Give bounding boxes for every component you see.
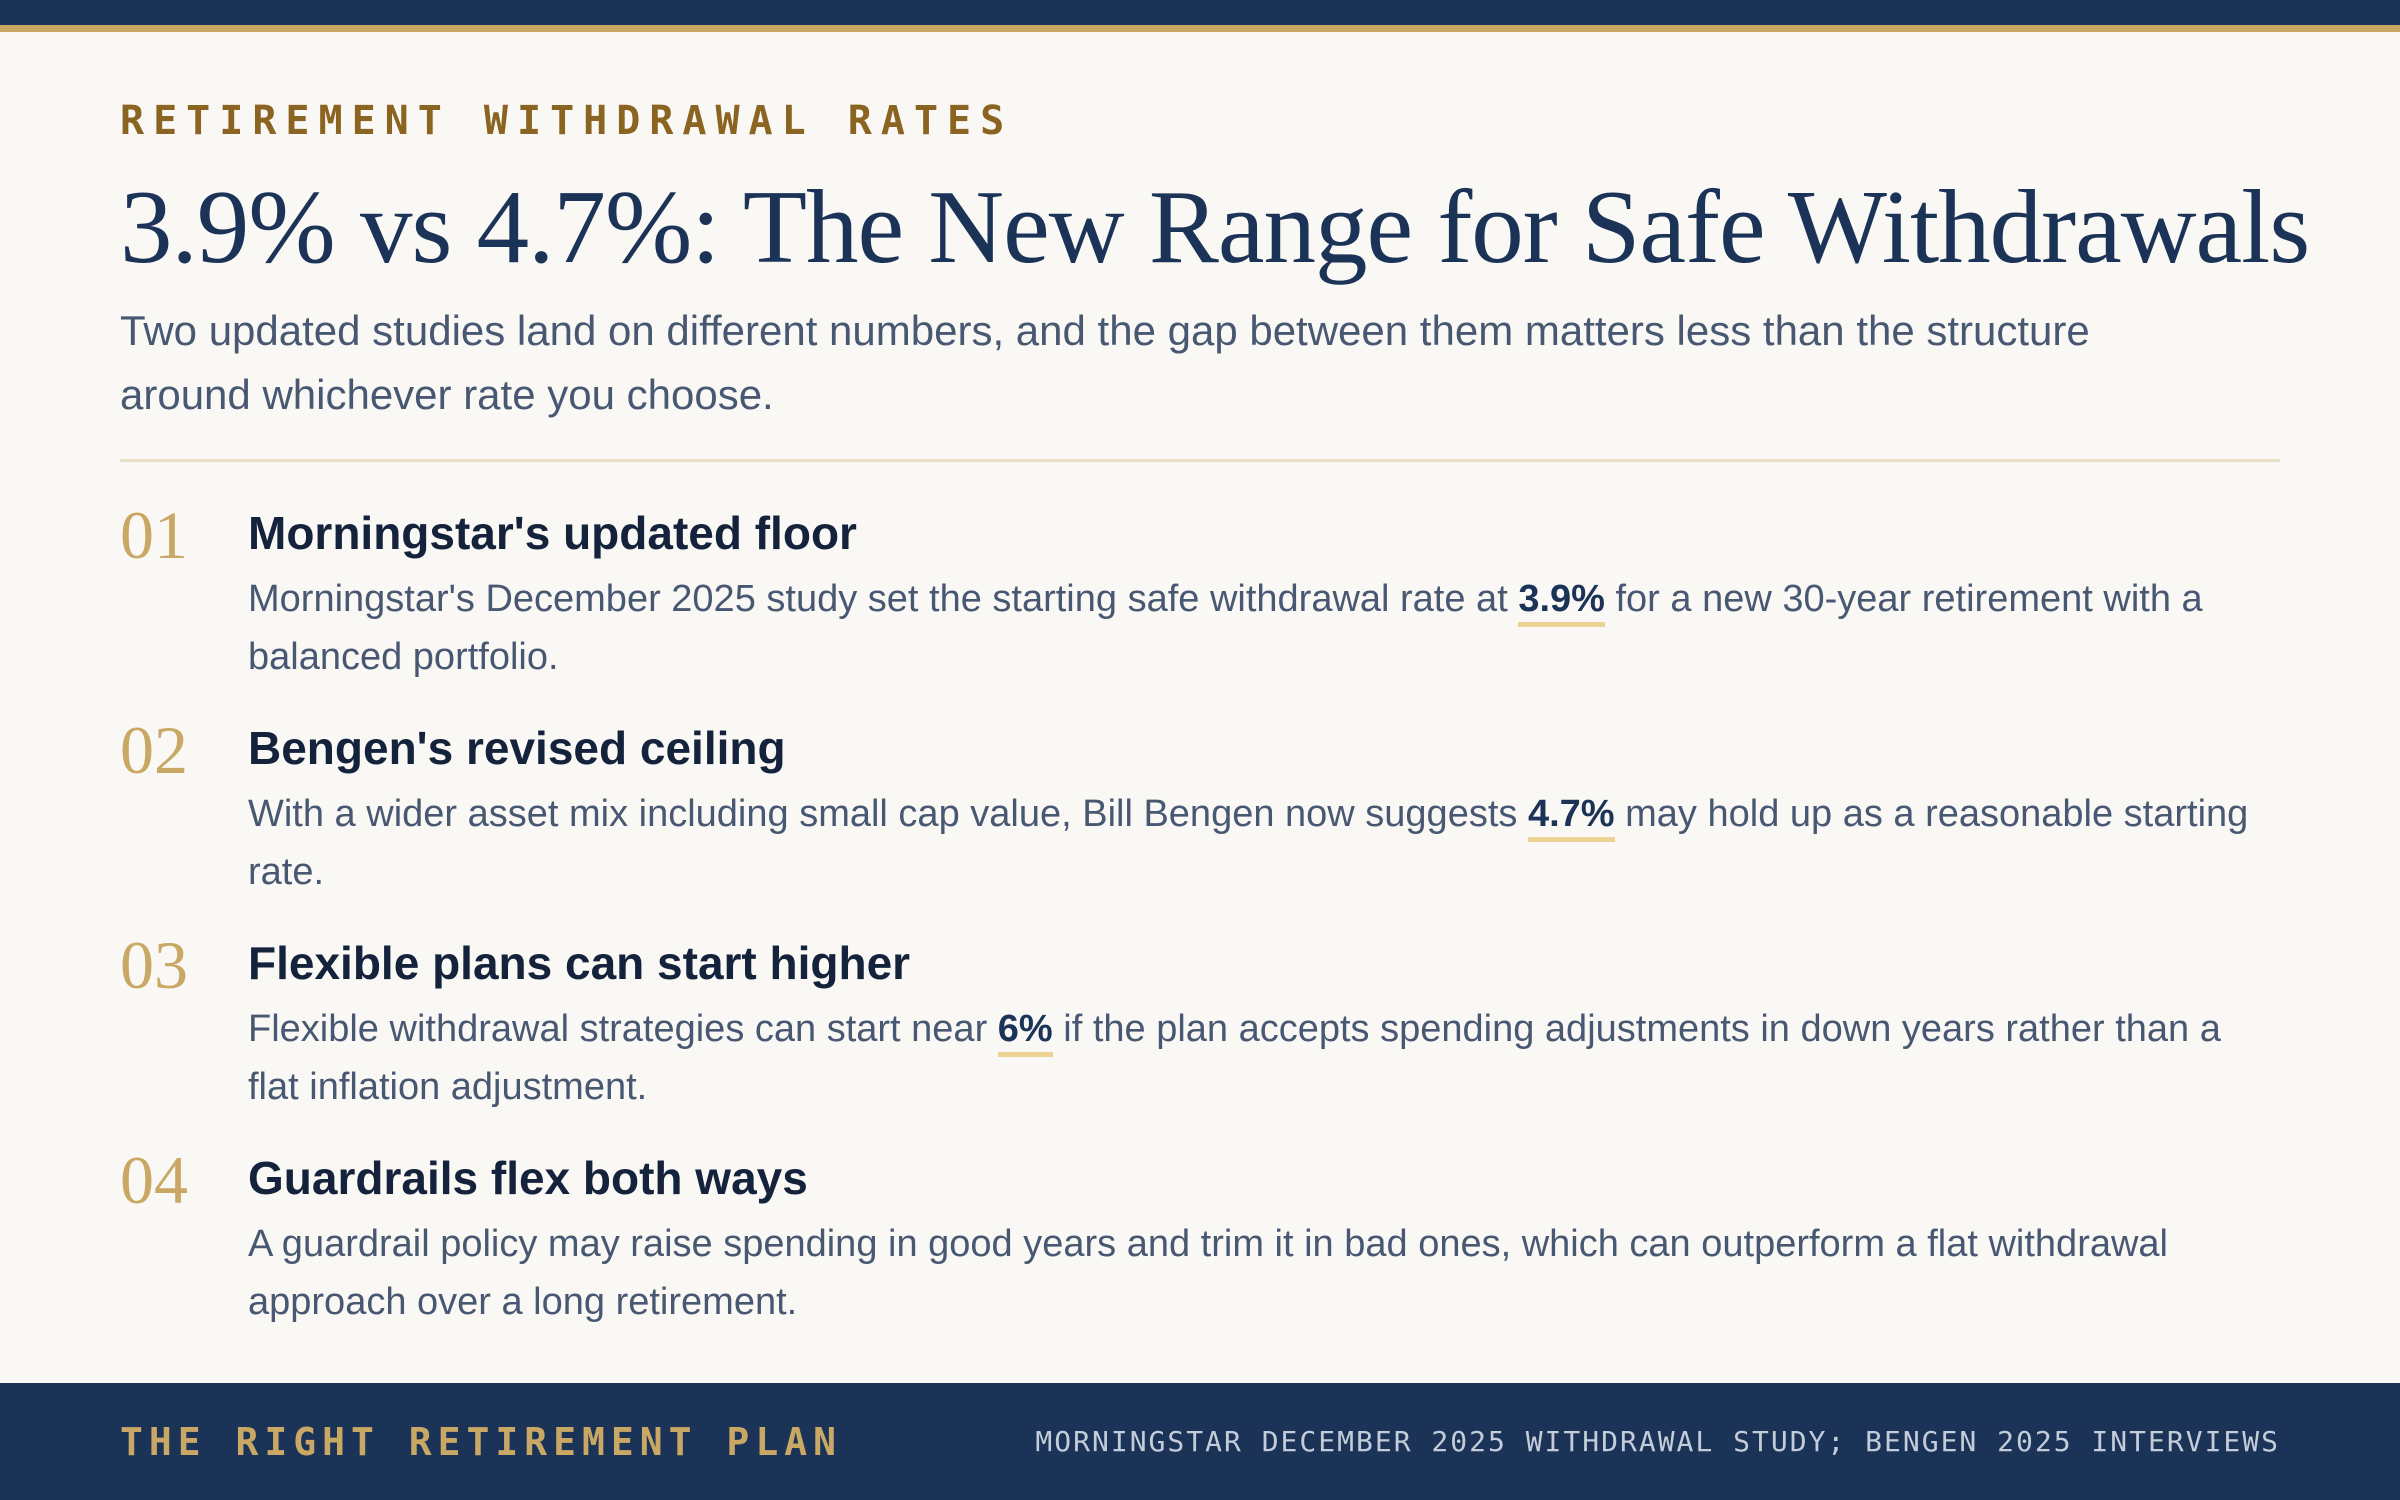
point-text: With a wider asset mix including small c… <box>248 785 2278 901</box>
point-text: Flexible withdrawal strategies can start… <box>248 1000 2278 1116</box>
divider <box>120 459 2280 462</box>
header: RETIREMENT WITHDRAWAL RATES 3.9% vs 4.7%… <box>120 95 2310 427</box>
point-text: A guardrail policy may raise spending in… <box>248 1215 2278 1331</box>
point-text: Morningstar's December 2025 study set th… <box>248 570 2278 686</box>
point-highlight: 6% <box>997 1008 1053 1057</box>
point-title: Morningstar's updated floor <box>248 507 857 559</box>
point-title: Guardrails flex both ways <box>248 1152 808 1204</box>
page-title: 3.9% vs 4.7%: The New Range for Safe Wit… <box>120 168 2310 285</box>
point-highlight: 3.9% <box>1518 578 1605 627</box>
footer-brand: THE RIGHT RETIREMENT PLAN <box>120 1420 842 1464</box>
point-text-after: for a new 30-year retirement with a bala… <box>248 578 2203 678</box>
point-text-before: A guardrail policy may raise spending in… <box>248 1223 2169 1323</box>
subtitle: Two updated studies land on different nu… <box>120 307 2090 418</box>
point-number: 04 <box>120 1142 188 1218</box>
top-accent-rule <box>0 25 2400 32</box>
footer-source: MORNINGSTAR DECEMBER 2025 WITHDRAWAL STU… <box>1035 1425 2280 1458</box>
point-text-after: may hold up as a reasonable starting rat… <box>248 793 2249 893</box>
point-text-before: With a wider asset mix including small c… <box>248 793 1528 835</box>
point-number: 01 <box>120 497 188 573</box>
point-number: 02 <box>120 712 188 788</box>
footer: THE RIGHT RETIREMENT PLAN MORNINGSTAR DE… <box>0 1383 2400 1500</box>
eyebrow: RETIREMENT WITHDRAWAL RATES <box>120 98 1014 144</box>
point-title: Bengen's revised ceiling <box>248 722 786 774</box>
point-title: Flexible plans can start higher <box>248 937 911 989</box>
point-text-before: Flexible withdrawal strategies can start… <box>248 1008 998 1050</box>
point-highlight: 4.7% <box>1527 793 1615 842</box>
point-number: 03 <box>120 927 188 1003</box>
top-bar <box>0 0 2400 25</box>
point-text-after: if the plan accepts spending adjustments… <box>248 1008 2221 1108</box>
point-text-before: Morningstar's December 2025 study set th… <box>248 578 1519 620</box>
